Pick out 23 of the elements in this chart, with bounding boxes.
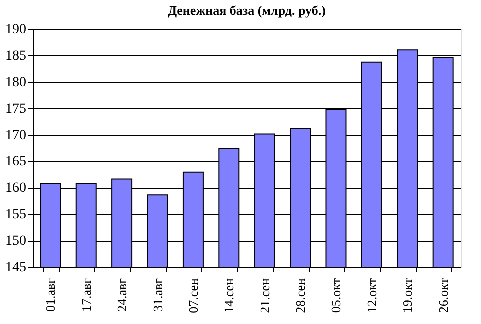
y-tick-label: 175 [6, 102, 26, 117]
y-tick-label: 180 [6, 75, 26, 90]
y-tick-label: 145 [6, 260, 26, 276]
x-tick-label: 01.авг [43, 278, 58, 312]
x-tick-label: 05.окт [328, 278, 344, 314]
x-tick-label: 12.окт [364, 278, 380, 314]
x-tick-label: 31.авг [150, 278, 166, 312]
y-tick-label: 165 [6, 154, 26, 170]
chart-title: Денежная база (млрд. руб.) [168, 3, 326, 18]
x-tick-label: 17.авг [78, 278, 94, 312]
y-tick-label: 190 [6, 22, 26, 38]
x-tick-label: 14.сен [222, 278, 237, 314]
y-tick-label: 170 [6, 128, 26, 144]
x-tick-label: 07.сен [186, 278, 201, 314]
x-tick-label: 24.авг [114, 278, 130, 312]
y-tick-label: 150 [6, 234, 26, 250]
y-tick-label: 155 [6, 208, 26, 223]
y-tick-label: 160 [6, 181, 26, 196]
x-tick-label: 28.сен [293, 278, 308, 314]
x-tick-label: 26.окт [436, 278, 451, 314]
y-tick-label: 185 [6, 48, 26, 64]
x-tick-label: 19.окт [400, 278, 416, 314]
x-tick-label: 21.сен [257, 278, 272, 314]
